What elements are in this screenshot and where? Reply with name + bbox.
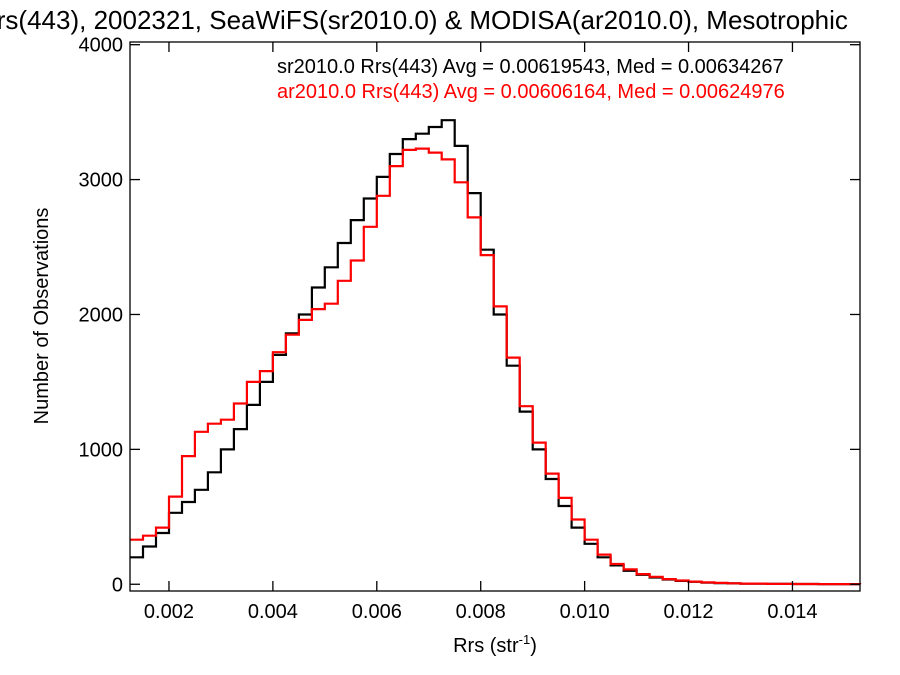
series-line-ar2010.0 [130, 147, 862, 586]
y-axis: 0 1000 2000 3000 4000 [79, 35, 860, 596]
x-axis-title-superscript: -1 [519, 632, 531, 647]
x-axis-title-close: ) [530, 635, 537, 657]
x-tick-label: 0.012 [664, 601, 714, 623]
y-tick-label: 2000 [79, 304, 124, 326]
x-axis: 0.002 0.004 0.006 0.008 0.010 0.012 0.014 [144, 42, 817, 623]
y-tick-label: 0 [112, 574, 123, 596]
x-tick-label: 0.014 [767, 601, 817, 623]
y-tick-label: 1000 [79, 439, 124, 461]
plot-frame [129, 41, 861, 592]
annotation-ar2010: ar2010.0 Rrs(443) Avg = 0.00606164, Med … [277, 81, 785, 103]
y-tick-label: 3000 [79, 170, 124, 192]
x-tick-label: 0.002 [144, 601, 194, 623]
x-tick-label: 0.008 [456, 601, 506, 623]
x-axis-title: Rrs (str-1) [453, 632, 537, 657]
y-axis-title: Number of Observations [31, 208, 53, 425]
x-tick-label: 0.010 [560, 601, 610, 623]
x-axis-title-main: Rrs (str [453, 635, 519, 657]
x-tick-label: 0.004 [248, 601, 298, 623]
y-tick-label: 4000 [79, 35, 124, 57]
x-tick-label: 0.006 [352, 601, 402, 623]
series-layer [130, 119, 862, 586]
chart-title: Rrs(443), 2002321, SeaWiFS(sr2010.0) & M… [0, 5, 848, 35]
annotation-sr2010: sr2010.0 Rrs(443) Avg = 0.00619543, Med … [277, 56, 784, 78]
